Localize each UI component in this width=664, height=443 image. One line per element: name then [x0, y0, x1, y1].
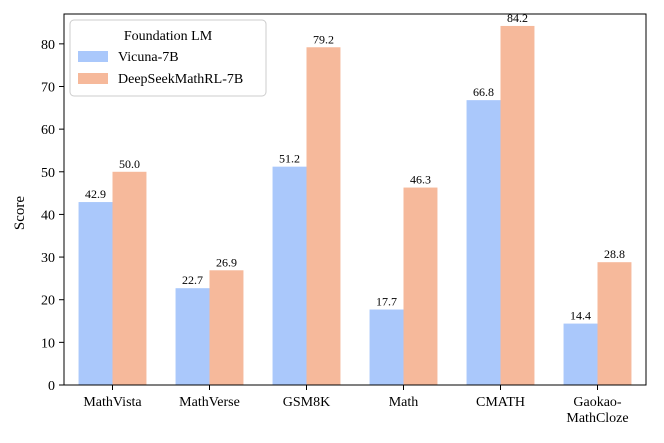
y-tick-label-40: 40: [41, 208, 55, 223]
x-tick-label-line: Math: [389, 395, 419, 410]
value-label-vicuna-7b-mathvista: 42.9: [85, 187, 106, 201]
legend-swatch-vicuna-7b: [78, 51, 108, 62]
y-tick-label-80: 80: [41, 38, 55, 53]
value-label-deepseekmathrl-7b-cmath: 84.2: [507, 11, 528, 25]
bar-deepseekmathrl-7b-gsm8k: [306, 47, 341, 385]
bar-vicuna-7b-gaokao-mathcloze: [563, 323, 598, 385]
value-label-deepseekmathrl-7b-mathverse: 26.9: [216, 255, 237, 269]
value-label-vicuna-7b-cmath: 66.8: [473, 85, 494, 99]
x-tick-label-gaokao-mathcloze: Gaokao-MathCloze: [566, 395, 628, 426]
bar-vicuna-7b-gsm8k: [272, 166, 307, 385]
x-tick-label-mathverse: MathVerse: [179, 395, 240, 410]
x-tick-label-line: MathCloze: [566, 411, 628, 426]
bar-vicuna-7b-mathverse: [175, 288, 210, 385]
value-label-vicuna-7b-math: 17.7: [376, 295, 397, 309]
y-axis-title: Score: [12, 196, 28, 230]
bar-deepseekmathrl-7b-gaokao-mathcloze: [597, 262, 632, 385]
y-tick-label-20: 20: [41, 294, 55, 309]
legend-box: [69, 19, 267, 97]
bar-deepseekmathrl-7b-mathvista: [112, 171, 147, 385]
plot-area: 0 10 20 30 40 50 60 70 80 42.9 50.0 MathVista 22.7 26…: [41, 11, 647, 426]
legend-label-vicuna-7b: Vicuna-7B: [118, 50, 179, 65]
legend-swatch-deepseekmathrl-7b: [78, 73, 108, 84]
plot-frame: [63, 13, 647, 386]
x-tick-label-line: Gaokao-: [573, 395, 622, 410]
value-label-deepseekmathrl-7b-gsm8k: 79.2: [313, 32, 334, 46]
bar-vicuna-7b-cmath: [466, 100, 501, 385]
x-tick-label-math: Math: [389, 395, 419, 410]
y-tick-label-10: 10: [41, 336, 55, 351]
value-label-vicuna-7b-mathverse: 22.7: [182, 273, 203, 287]
bar-vicuna-7b-math: [369, 309, 404, 385]
bar-vicuna-7b-mathvista: [78, 202, 113, 385]
legend: Foundation LM Vicuna-7B DeepSeekMathRL-7…: [69, 19, 267, 97]
x-tick-label-mathvista: MathVista: [83, 395, 142, 410]
bar-deepseekmathrl-7b-math: [403, 187, 438, 385]
y-tick-label-50: 50: [41, 166, 55, 181]
y-tick-label-60: 60: [41, 123, 55, 138]
bar-deepseekmathrl-7b-cmath: [500, 25, 535, 386]
x-tick-label-line: MathVista: [83, 395, 142, 410]
x-tick-label-line: GSM8K: [283, 395, 330, 410]
y-tick-label-70: 70: [41, 80, 55, 95]
legend-label-deepseekmathrl-7b: DeepSeekMathRL-7B: [118, 72, 243, 87]
value-label-deepseekmathrl-7b-gaokao-mathcloze: 28.8: [604, 247, 625, 261]
x-tick-label-line: CMATH: [476, 395, 525, 410]
x-tick-label-line: MathVerse: [179, 395, 240, 410]
value-label-vicuna-7b-gsm8k: 51.2: [279, 152, 300, 166]
value-label-vicuna-7b-gaokao-mathcloze: 14.4: [570, 309, 591, 323]
y-tick-label-0: 0: [48, 379, 55, 394]
bar-deepseekmathrl-7b-mathverse: [209, 270, 244, 385]
x-tick-label-cmath: CMATH: [476, 395, 525, 410]
value-label-deepseekmathrl-7b-mathvista: 50.0: [119, 157, 140, 171]
y-tick-label-30: 30: [41, 251, 55, 266]
value-label-deepseekmathrl-7b-math: 46.3: [410, 173, 431, 187]
legend-title: Foundation LM: [124, 29, 213, 44]
x-tick-label-gsm8k: GSM8K: [283, 395, 330, 410]
